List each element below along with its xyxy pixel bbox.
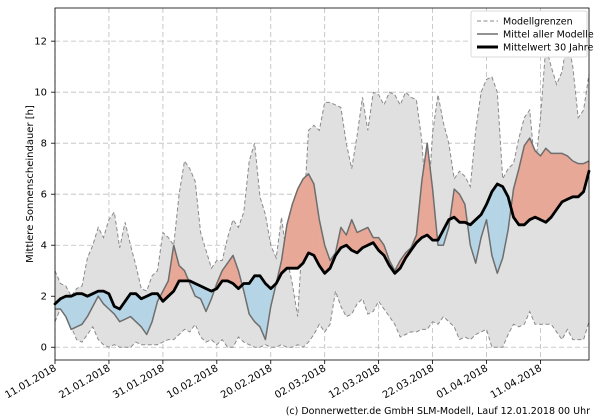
fill-above-average (561, 153, 568, 203)
fill-above-average (572, 160, 579, 198)
fill-above-average (545, 147, 552, 223)
envelope-upper-line (54, 38, 590, 317)
legend-label-mean30: Mittelwert 30 Jahre (503, 43, 593, 54)
x-tick-label: 01.04.2018 (435, 363, 490, 401)
fill-below-average (76, 293, 83, 328)
y-axis-title: Mittlere Sonnenscheindauer [h] (25, 105, 36, 263)
fill-above-average (567, 155, 573, 200)
x-tick-label: 20.02.2018 (219, 363, 274, 401)
y-tick-label: 12 (34, 37, 47, 48)
x-tick-label: 22.03.2018 (381, 363, 436, 401)
y-tick-label: 8 (41, 139, 47, 150)
legend-label-mittel: Mittel aller Modelle (503, 30, 594, 41)
x-tick-label: 12.03.2018 (327, 363, 382, 401)
x-tick-label: 11.01.2018 (3, 363, 58, 401)
fill-below-average (254, 275, 261, 328)
fill-above-average (302, 173, 309, 264)
legend-box (470, 10, 588, 58)
model-envelope (54, 38, 590, 348)
legend: Modellgrenzen Mittel aller Modelle Mitte… (470, 10, 594, 58)
legend-label-modellgrenzen: Modellgrenzen (503, 17, 573, 28)
x-tick-label: 21.01.2018 (57, 363, 112, 401)
x-tick-label: 02.03.2018 (273, 363, 328, 401)
x-tick-label: 10.02.2018 (165, 363, 220, 401)
fill-above-average (534, 150, 541, 221)
series-line-mean30 (53, 169, 591, 311)
y-tick-label: 10 (34, 88, 47, 99)
fill-above-average (540, 147, 546, 223)
x-axis: 11.01.201821.01.201831.01.201810.02.2018… (3, 360, 544, 401)
series-lines (53, 137, 591, 341)
fill-above-average (551, 153, 557, 218)
y-tick-label: 0 (41, 343, 47, 354)
series-line-mittel (55, 137, 590, 341)
credit-text: (c) Donnerwetter.de GmbH SLM-Modell, Lau… (285, 406, 590, 417)
envelope-area (55, 38, 589, 348)
plot-frame (54, 7, 590, 361)
fill-above-average (297, 178, 304, 269)
fill-above-average (308, 173, 315, 256)
y-axis: 0 2 4 6 8 10 12 (34, 37, 55, 354)
fill-below-average (70, 293, 77, 330)
y-tick-label: 6 (41, 190, 47, 201)
fill-above-average (524, 137, 530, 226)
y-tick-label: 2 (41, 292, 47, 303)
y-tick-label: 4 (41, 241, 47, 252)
x-tick-label: 31.01.2018 (111, 363, 166, 401)
x-tick-label: 11.04.2018 (489, 363, 544, 401)
envelope-lower-line (54, 290, 590, 348)
